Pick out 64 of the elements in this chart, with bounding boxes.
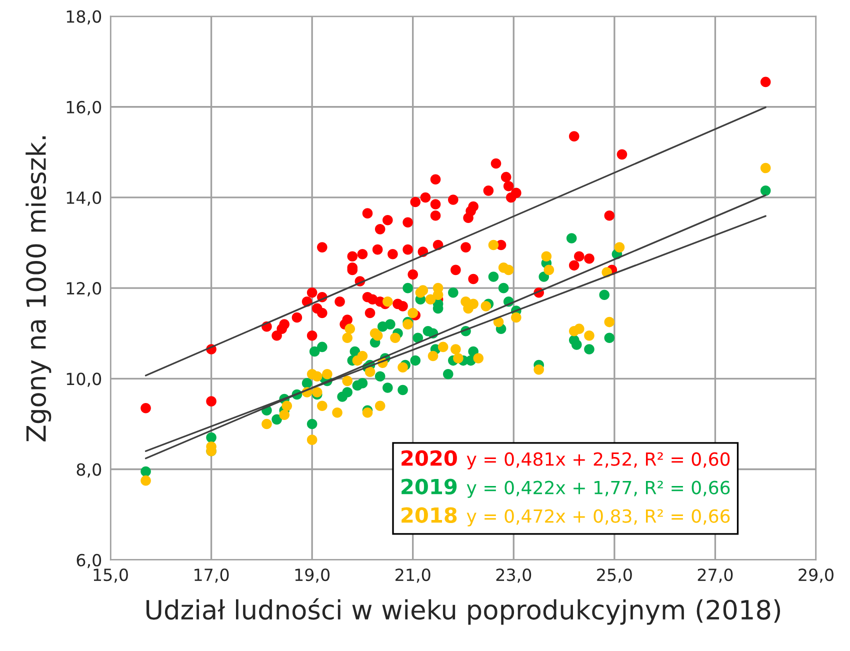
point	[322, 368, 332, 380]
y-tick-label: 8,0	[76, 463, 102, 478]
point	[279, 410, 290, 420]
point	[760, 162, 771, 174]
point	[438, 342, 448, 352]
y-tick-label: 12,0	[66, 282, 102, 296]
point	[262, 418, 272, 430]
point	[282, 400, 292, 411]
point	[402, 319, 413, 330]
annotation: y = 0,472x + 0,83, R² = 0,66	[466, 509, 730, 526]
point	[450, 344, 461, 354]
y-tick-label: 6,0	[76, 554, 102, 568]
point	[503, 264, 514, 276]
point	[364, 366, 376, 378]
point	[342, 332, 352, 344]
point	[390, 332, 400, 344]
y-tick-label: 18,0	[66, 10, 102, 25]
point	[544, 264, 554, 276]
x-tick-label: 25,0	[597, 568, 632, 583]
point	[317, 400, 328, 411]
point	[344, 324, 356, 334]
x-axis-title: Udział ludności w wieku poprodukcyjnym (2018)	[146, 598, 780, 625]
point	[140, 475, 151, 486]
point	[372, 330, 383, 341]
point	[614, 242, 625, 252]
point	[488, 240, 499, 250]
x-tick-label: 15,0	[94, 568, 128, 583]
x-tick-label: 21,0	[396, 568, 430, 583]
text: 2020	[402, 450, 457, 466]
y-tick-label: 10,0	[66, 372, 102, 387]
text: 2019	[402, 478, 457, 494]
point	[473, 353, 484, 364]
x-tick-label: 19,0	[295, 568, 330, 583]
annotation: y = 0,481x + 2,52, R² = 0,60	[466, 452, 730, 470]
y-tick-label: 14,0	[66, 191, 102, 206]
point	[425, 294, 436, 305]
point	[357, 350, 368, 362]
point	[312, 371, 322, 382]
annotation: y = 0,422x + 1,77, R² = 0,66	[466, 480, 730, 498]
point	[332, 407, 342, 418]
point	[306, 434, 318, 445]
y-axis-title: Zgony na 1000 mieszk.	[26, 136, 52, 442]
x-tick-label: 23,0	[496, 568, 532, 583]
point	[534, 364, 544, 375]
point	[312, 387, 322, 398]
point	[398, 362, 408, 372]
point	[541, 251, 552, 262]
point	[428, 350, 438, 362]
text: 2018	[402, 507, 457, 523]
y-tick-label: 16,0	[66, 100, 102, 116]
point	[374, 400, 386, 411]
point	[453, 353, 464, 364]
point	[408, 308, 418, 318]
point	[480, 301, 492, 312]
point	[511, 312, 522, 323]
point	[418, 285, 428, 296]
point	[382, 296, 393, 307]
x-tick-label: 27,0	[698, 568, 733, 583]
point	[574, 324, 584, 334]
point	[584, 330, 594, 341]
x-tick-label: 17,0	[194, 568, 229, 583]
x-tick-label: 29,0	[798, 568, 834, 583]
point	[342, 376, 352, 386]
point	[604, 316, 615, 328]
